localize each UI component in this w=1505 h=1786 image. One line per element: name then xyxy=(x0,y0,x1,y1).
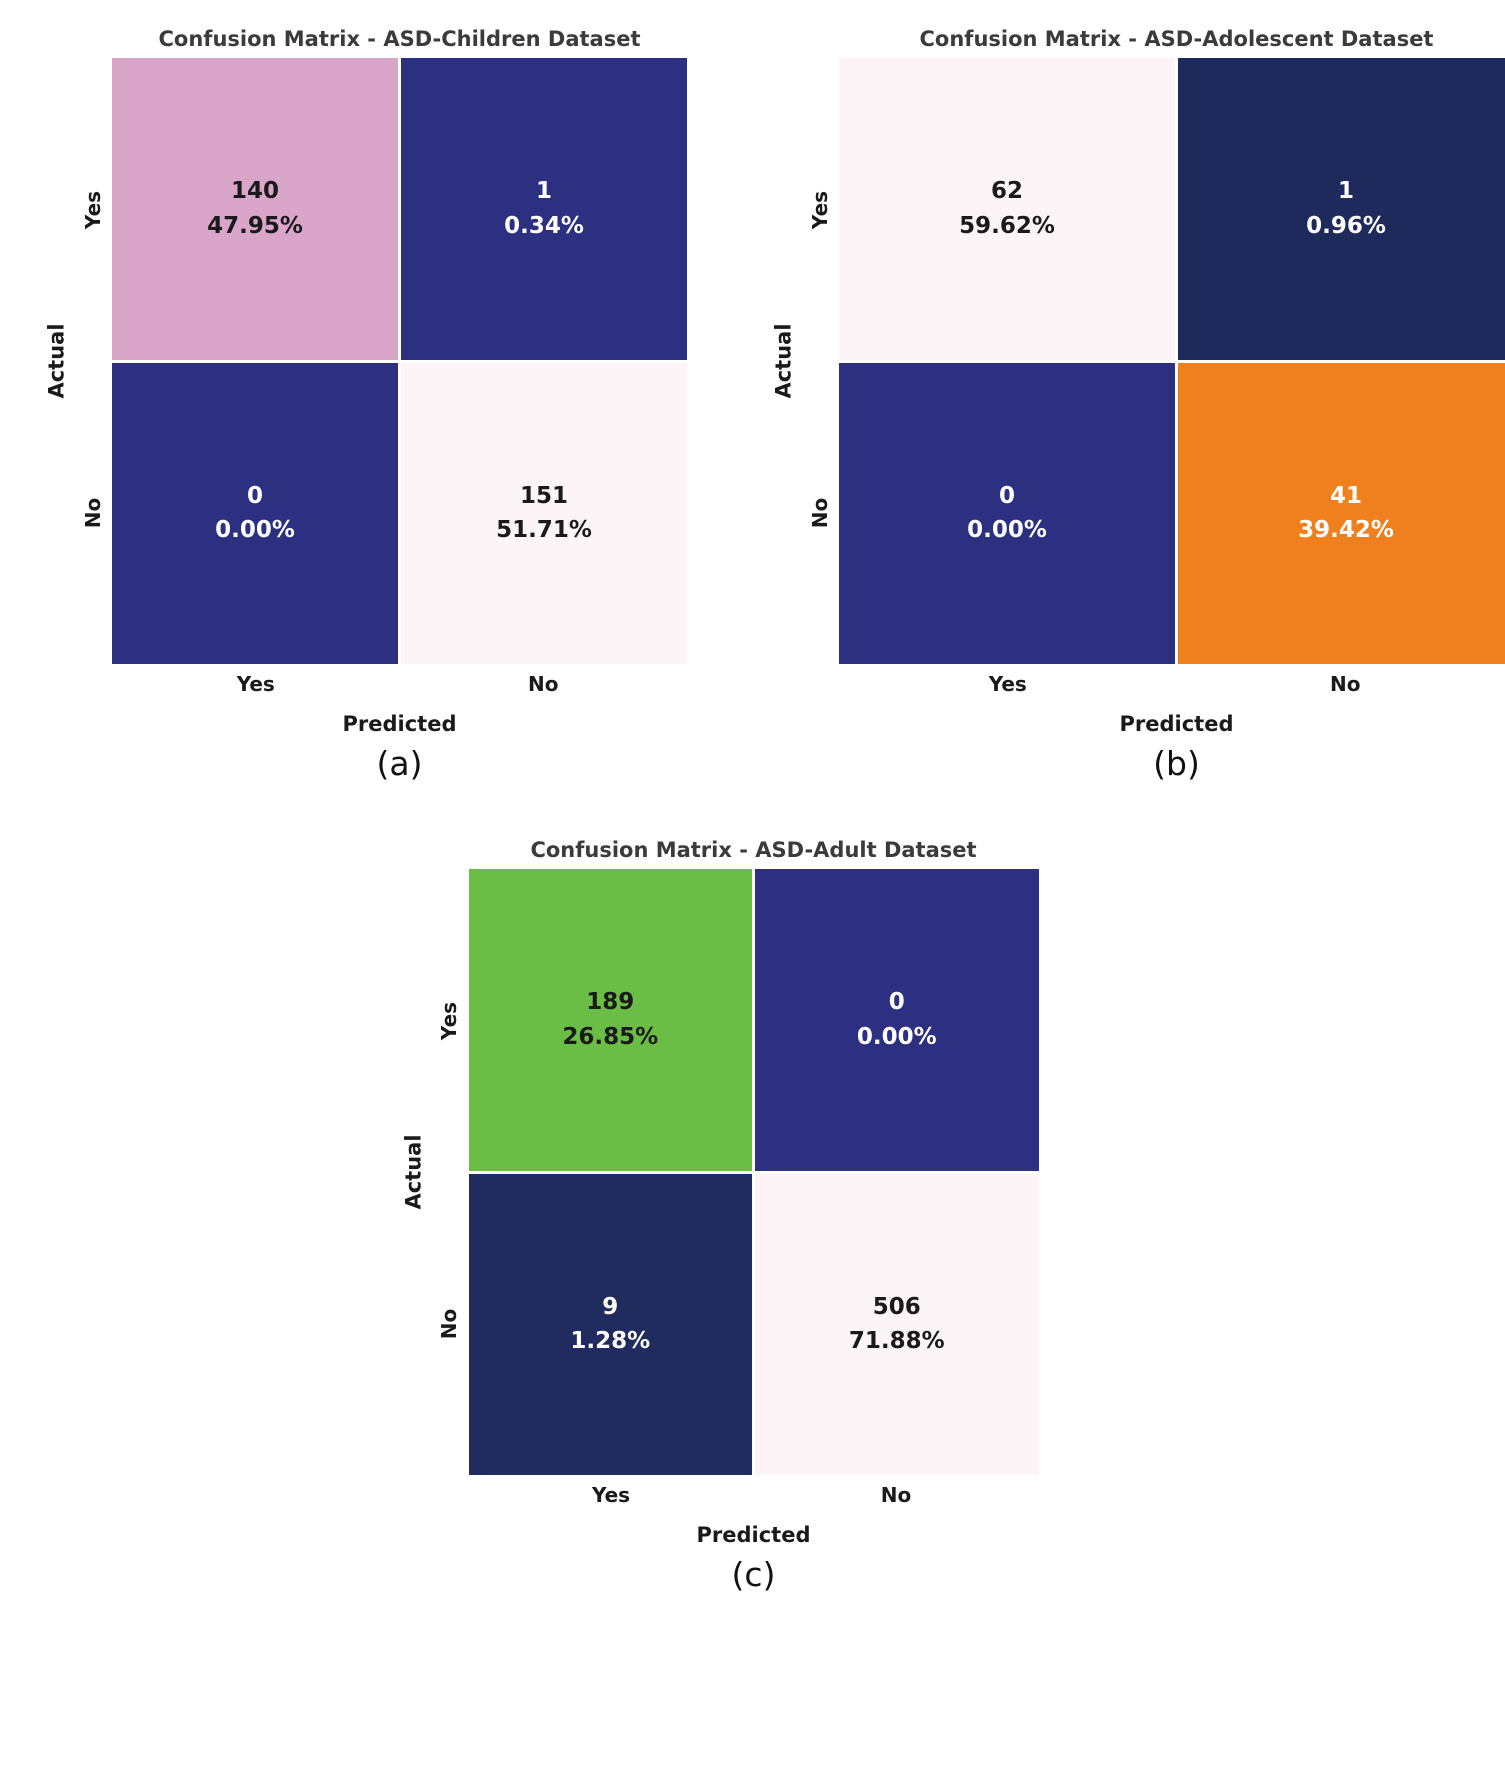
x-tick-labels: Yes No xyxy=(839,664,1505,696)
cell-count: 0 xyxy=(246,482,263,509)
cell-percent: 0.00% xyxy=(215,517,295,544)
cell-percent: 0.96% xyxy=(1306,212,1386,239)
matrix-grid: 189 26.85% 0 0.00% 9 1.28% 506 71.88% xyxy=(468,869,1039,1475)
cell-count: 1 xyxy=(1337,178,1354,205)
x-tick-yes: Yes xyxy=(591,1483,631,1507)
cell-percent: 39.42% xyxy=(1298,517,1394,544)
confusion-matrix-adult: Confusion Matrix - ASD-Adult Dataset Act… xyxy=(397,831,1039,1594)
cell-actual-no-pred-yes: 9 1.28% xyxy=(468,1173,752,1475)
cell-count: 140 xyxy=(230,178,279,205)
y-axis-label-wrap: Actual xyxy=(767,58,801,664)
cell-count: 62 xyxy=(990,178,1023,205)
cell-percent: 0.00% xyxy=(856,1023,937,1050)
cell-actual-no-pred-no: 506 71.88% xyxy=(755,1173,1039,1475)
confusion-matrix-children: Confusion Matrix - ASD-Children Dataset … xyxy=(40,20,687,783)
x-axis-label: Predicted xyxy=(1119,712,1234,736)
cell-actual-no-pred-yes: 0 0.00% xyxy=(839,362,1175,664)
cell-count: 0 xyxy=(888,989,905,1016)
y-axis-label: Actual xyxy=(401,1134,426,1210)
bottom-row: Confusion Matrix - ASD-Adult Dataset Act… xyxy=(0,815,1505,1610)
chart-title: Confusion Matrix - ASD-Adolescent Datase… xyxy=(919,27,1434,51)
y-tick-yes: Yes xyxy=(801,58,839,361)
subfigure-caption-b: (b) xyxy=(1153,744,1200,783)
cell-percent: 47.95% xyxy=(207,212,303,239)
cell-percent: 71.88% xyxy=(848,1328,945,1355)
y-tick-yes-label: Yes xyxy=(437,1001,462,1040)
chart-body: Actual Yes No 140 47.95% 1 0.34% xyxy=(40,58,687,664)
cell-percent: 0.34% xyxy=(504,212,584,239)
matrix-grid: 140 47.95% 1 0.34% 0 0.00% 151 51.71% xyxy=(112,58,687,664)
subfigure-caption-c: (c) xyxy=(731,1555,776,1594)
y-tick-labels: Yes No xyxy=(801,58,839,664)
x-axis-label: Predicted xyxy=(342,712,457,736)
cell-actual-yes-pred-no: 1 0.34% xyxy=(401,58,687,360)
cell-actual-no-pred-no: 151 51.71% xyxy=(401,362,687,664)
chart-body: Actual Yes No 189 26.85% 0 0.00% xyxy=(397,869,1039,1475)
cell-actual-no-pred-no: 41 39.42% xyxy=(1178,362,1505,664)
cell-actual-yes-pred-yes: 140 47.95% xyxy=(112,58,398,360)
matrix-grid: 62 59.62% 1 0.96% 0 0.00% 41 39.42% xyxy=(839,58,1505,664)
y-axis-label-wrap: Actual xyxy=(40,58,74,664)
x-tick-no: No xyxy=(1330,672,1361,696)
subfigure-caption-a: (a) xyxy=(376,744,423,783)
x-tick-no: No xyxy=(880,1483,912,1507)
y-axis: Actual Yes No xyxy=(397,869,469,1475)
cell-actual-no-pred-yes: 0 0.00% xyxy=(112,362,398,664)
chart-title: Confusion Matrix - ASD-Children Dataset xyxy=(158,27,641,51)
y-axis: Actual Yes No xyxy=(40,58,112,664)
x-tick-yes: Yes xyxy=(236,672,275,696)
y-tick-no-label: No xyxy=(437,1308,462,1339)
x-tick-yes: Yes xyxy=(988,672,1027,696)
x-tick-no: No xyxy=(528,672,559,696)
cell-percent: 51.71% xyxy=(496,517,592,544)
y-tick-labels: Yes No xyxy=(431,869,469,1475)
y-tick-labels: Yes No xyxy=(74,58,112,664)
y-axis-label: Actual xyxy=(772,323,796,399)
y-tick-no: No xyxy=(74,361,112,664)
top-row: Confusion Matrix - ASD-Children Dataset … xyxy=(0,4,1505,799)
cell-count: 151 xyxy=(519,482,568,509)
cell-count: 9 xyxy=(602,1293,619,1320)
cell-actual-yes-pred-yes: 189 26.85% xyxy=(468,869,752,1171)
chart-title: Confusion Matrix - ASD-Adult Dataset xyxy=(530,838,977,862)
cell-percent: 59.62% xyxy=(959,212,1055,239)
y-axis: Actual Yes No xyxy=(767,58,839,664)
cell-actual-yes-pred-no: 0 0.00% xyxy=(755,869,1039,1171)
cell-actual-yes-pred-no: 1 0.96% xyxy=(1178,58,1505,360)
cell-count: 506 xyxy=(872,1293,921,1320)
cell-count: 189 xyxy=(586,989,635,1016)
cell-percent: 1.28% xyxy=(570,1328,651,1355)
chart-body: Actual Yes No 62 59.62% 1 0.96% xyxy=(767,58,1505,664)
cell-count: 0 xyxy=(998,482,1015,509)
cell-count: 41 xyxy=(1329,482,1362,509)
cell-count: 1 xyxy=(535,178,552,205)
y-tick-yes: Yes xyxy=(74,58,112,361)
x-tick-labels: Yes No xyxy=(112,664,687,696)
confusion-matrix-adolescent: Confusion Matrix - ASD-Adolescent Datase… xyxy=(767,20,1505,783)
x-axis-label: Predicted xyxy=(696,1523,811,1547)
y-tick-no-label: No xyxy=(80,497,105,528)
y-tick-yes-label: Yes xyxy=(808,190,832,229)
y-tick-yes-label: Yes xyxy=(81,190,105,229)
y-tick-no: No xyxy=(431,1172,469,1475)
y-axis-label-wrap: Actual xyxy=(397,869,431,1475)
y-tick-yes: Yes xyxy=(431,869,469,1172)
cell-percent: 0.00% xyxy=(967,517,1047,544)
cell-percent: 26.85% xyxy=(562,1023,659,1050)
y-tick-no: No xyxy=(801,361,839,664)
x-tick-labels: Yes No xyxy=(469,1475,1039,1507)
y-axis-label: Actual xyxy=(45,323,69,399)
cell-actual-yes-pred-yes: 62 59.62% xyxy=(839,58,1175,360)
y-tick-no-label: No xyxy=(807,497,832,528)
